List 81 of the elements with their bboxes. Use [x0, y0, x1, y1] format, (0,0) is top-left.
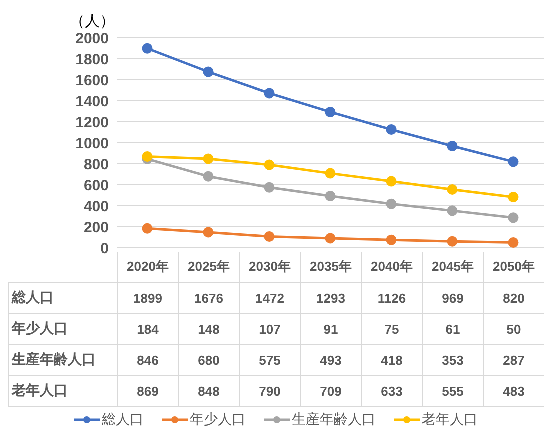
- data-label: 848: [178, 376, 240, 406]
- point: [325, 190, 336, 202]
- text: 老年人口: [12, 382, 68, 398]
- legend-label: 年少人口: [190, 411, 246, 429]
- data-label: 1126: [362, 282, 422, 314]
- point: [386, 124, 397, 136]
- x-tick-label: 2040年: [362, 252, 422, 282]
- data-label: 575: [240, 344, 300, 376]
- data-label: 555: [422, 376, 484, 406]
- data-label: 61: [422, 314, 484, 344]
- x-tick-label: 2030年: [240, 252, 300, 282]
- point: [203, 66, 214, 78]
- data-label: 287: [484, 344, 544, 376]
- y-tick-label: 400: [84, 198, 109, 216]
- data-label: 75: [362, 314, 422, 344]
- point: [142, 223, 153, 234]
- x-tick-label: 2045年: [422, 252, 484, 282]
- data-label: 1899: [118, 282, 178, 314]
- y-tick-label: 800: [84, 156, 109, 174]
- data-label: 633: [362, 376, 422, 406]
- point: [142, 43, 153, 54]
- y-axis-title: （人）: [70, 12, 115, 31]
- y-tick-label: 600: [84, 177, 109, 194]
- data-label: 91: [300, 314, 362, 344]
- point: [264, 160, 275, 170]
- x-tick-label: 2050年: [484, 252, 544, 282]
- y-tick-label: 1400: [76, 93, 109, 110]
- data-label: 846: [118, 344, 178, 376]
- point: [447, 236, 458, 247]
- point: [203, 154, 214, 164]
- point: [508, 156, 519, 168]
- data-label: 869: [118, 376, 178, 406]
- point: [325, 233, 336, 244]
- data-label: 353: [422, 344, 484, 376]
- point: [264, 88, 275, 99]
- legend-label: 総人口: [102, 411, 144, 429]
- point: [508, 212, 519, 224]
- data-label: 680: [178, 344, 240, 376]
- x-tick-label: 2025年: [178, 252, 240, 282]
- y-tick-label: 0: [100, 240, 109, 258]
- legend-label: 老年人口: [422, 411, 478, 429]
- data-label: 709: [300, 376, 362, 406]
- point: [203, 171, 214, 182]
- x-tick-label: 2035年: [300, 252, 362, 282]
- y-tick-label: 1200: [76, 114, 109, 132]
- text: 生産年齢人口: [12, 351, 96, 367]
- point: [264, 182, 275, 193]
- data-label: 418: [362, 344, 422, 376]
- data-label: 1293: [300, 282, 362, 314]
- data-label: 1472: [240, 282, 300, 314]
- data-label: 50: [484, 314, 544, 344]
- point: [264, 232, 275, 242]
- y-tick-label: 1600: [76, 72, 109, 90]
- data-label: 148: [178, 314, 240, 344]
- x-tick-label: 2020年: [118, 252, 178, 282]
- y-tick-label: 2000: [76, 30, 109, 48]
- data-label: 1676: [178, 282, 240, 314]
- y-tick-label: 200: [84, 219, 109, 236]
- data-label: 184: [118, 314, 178, 344]
- point: [508, 238, 519, 248]
- point: [386, 198, 397, 210]
- data-label: 493: [300, 344, 362, 376]
- point: [386, 176, 397, 187]
- y-tick-label: 1800: [76, 51, 109, 68]
- point: [325, 106, 336, 118]
- point: [447, 184, 458, 195]
- data-label: 820: [484, 282, 544, 314]
- point: [508, 192, 519, 203]
- data-label: 790: [240, 376, 300, 406]
- point: [447, 206, 458, 216]
- data-label: 969: [422, 282, 484, 314]
- point: [447, 141, 458, 152]
- y-tick-label: 1000: [76, 135, 109, 152]
- point: [386, 234, 397, 246]
- point: [203, 227, 214, 238]
- data-label: 483: [484, 376, 544, 406]
- legend-label: 生産年齢人口: [292, 411, 376, 429]
- text: 総人口: [12, 289, 54, 305]
- point: [325, 168, 336, 179]
- text: 年少人口: [12, 320, 68, 336]
- data-label: 107: [240, 314, 300, 344]
